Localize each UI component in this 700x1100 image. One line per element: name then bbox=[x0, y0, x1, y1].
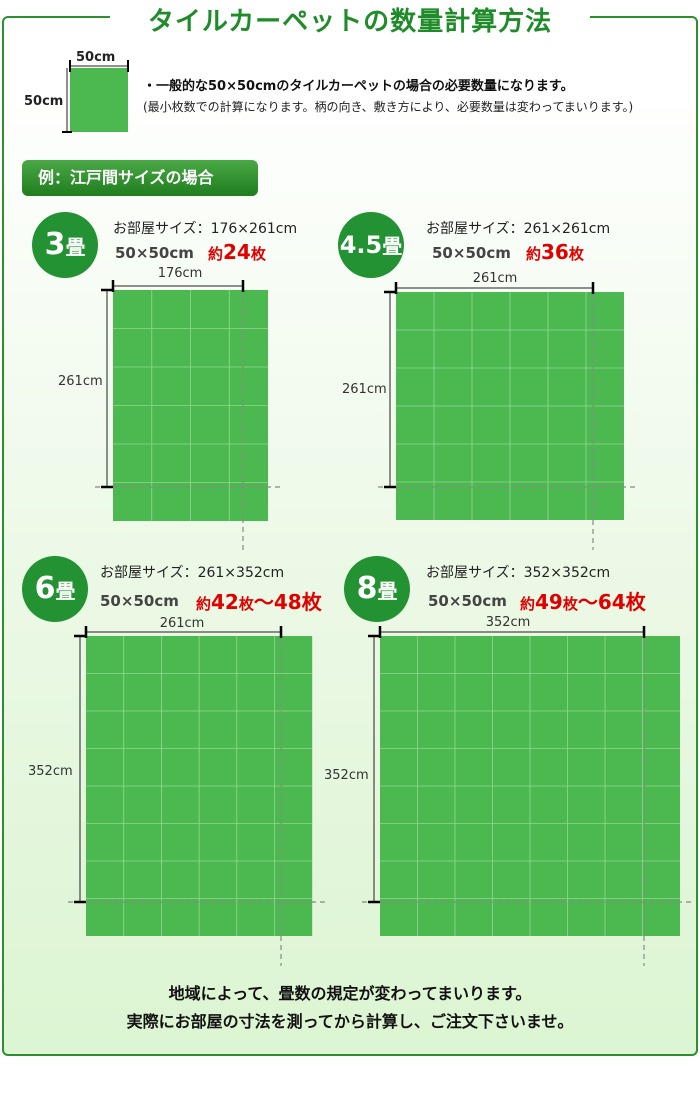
qty-unit: 枚 bbox=[562, 595, 578, 613]
qty-value: 36 bbox=[541, 240, 569, 264]
tile-size-2: 50×50cm bbox=[432, 244, 511, 262]
note-line-2: (最小枚数での計算になります。柄の向き、敷き方により、必要数量は変わってまいりま… bbox=[143, 100, 634, 114]
tile-size-1: 50×50cm bbox=[115, 244, 194, 262]
footer-note-2: 実際にお部屋の寸法を測ってから計算し、ご注文下さいませ。 bbox=[126, 1012, 574, 1031]
badge-unit: 畳 bbox=[65, 235, 86, 259]
note-line-1: ・一般的な50×50cmのタイルカーペットの場合の必要数量になります。 bbox=[143, 79, 574, 94]
qty-unit: 枚 bbox=[568, 245, 584, 263]
badge-number: 6 bbox=[34, 571, 56, 606]
badge-unit: 畳 bbox=[55, 579, 76, 603]
qty-prefix: 約 bbox=[520, 595, 536, 613]
badge-number: 8 bbox=[356, 571, 378, 606]
qty-suffix: 〜48枚 bbox=[253, 590, 322, 614]
qty-prefix: 約 bbox=[526, 245, 542, 263]
room-size-1: お部屋サイズ：176×261cm bbox=[113, 221, 298, 237]
tile-size-4: 50×50cm bbox=[428, 592, 507, 610]
badge-room-4: 8畳 bbox=[344, 556, 410, 622]
quantity-1: 約24枚 bbox=[208, 240, 266, 264]
quantity-2: 約36枚 bbox=[526, 240, 584, 264]
width-label: 261cm bbox=[160, 616, 205, 631]
height-label: 352cm bbox=[324, 768, 369, 783]
badge-unit: 畳 bbox=[377, 579, 398, 603]
badge-room-1: 3畳 bbox=[32, 212, 98, 278]
width-label: 352cm bbox=[486, 615, 531, 630]
width-label: 261cm bbox=[473, 271, 518, 286]
sample-height-label: 50cm bbox=[24, 94, 64, 109]
quantity-4: 約49枚〜64枚 bbox=[520, 586, 646, 615]
badge-room-3: 6畳 bbox=[22, 556, 88, 622]
room-size-3: お部屋サイズ：261×352cm bbox=[100, 565, 285, 581]
badge-unit: 畳 bbox=[382, 234, 403, 258]
quantity-3: 約42枚〜48枚 bbox=[196, 586, 322, 615]
qty-value: 24 bbox=[223, 240, 251, 264]
qty-unit: 枚 bbox=[250, 245, 266, 263]
badge-number: 3 bbox=[44, 227, 66, 262]
qty-unit: 枚 bbox=[238, 595, 254, 613]
qty-value: 49 bbox=[535, 590, 563, 614]
badge-number: 4.5 bbox=[339, 231, 383, 259]
height-label: 261cm bbox=[342, 382, 387, 397]
footer-note-1: 地域によって、畳数の規定が変わってまいります。 bbox=[168, 984, 532, 1003]
sample-width-label: 50cm bbox=[76, 50, 116, 65]
width-label: 176cm bbox=[158, 266, 203, 281]
sample-tile bbox=[70, 68, 128, 132]
qty-value: 42 bbox=[211, 590, 239, 614]
height-label: 352cm bbox=[28, 764, 73, 779]
qty-prefix: 約 bbox=[208, 245, 224, 263]
room-size-4: お部屋サイズ：352×352cm bbox=[426, 565, 611, 581]
room-size-2: お部屋サイズ：261×261cm bbox=[426, 221, 611, 237]
example-heading: 例：江戸間サイズの場合 bbox=[22, 160, 258, 196]
height-label: 261cm bbox=[58, 374, 103, 389]
badge-room-2: 4.5畳 bbox=[338, 212, 404, 278]
page-title: タイルカーペットの数量計算方法 bbox=[110, 2, 590, 42]
tile-size-3: 50×50cm bbox=[100, 592, 179, 610]
qty-suffix: 〜64枚 bbox=[577, 590, 646, 614]
qty-prefix: 約 bbox=[196, 595, 212, 613]
